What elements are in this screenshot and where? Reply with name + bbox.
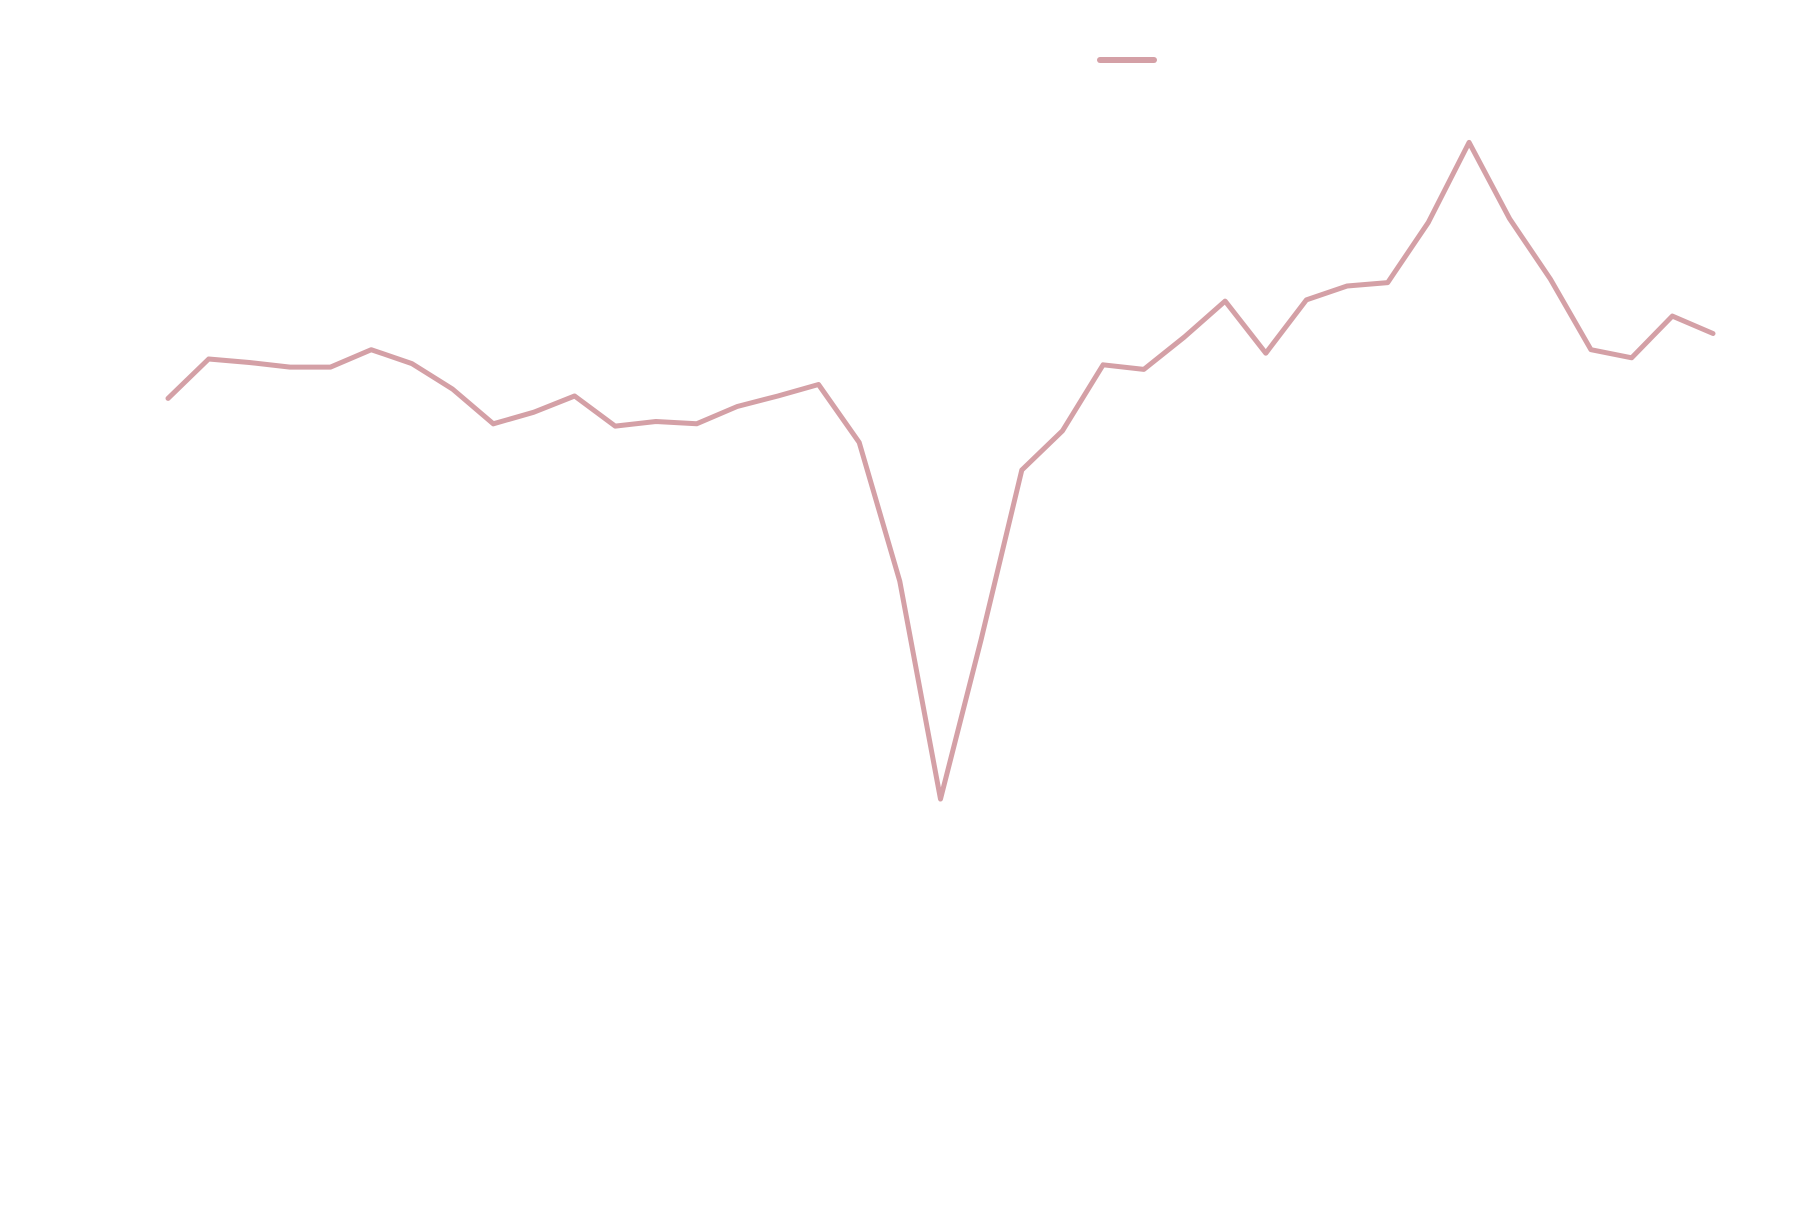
line-series: [165, 139, 1716, 802]
